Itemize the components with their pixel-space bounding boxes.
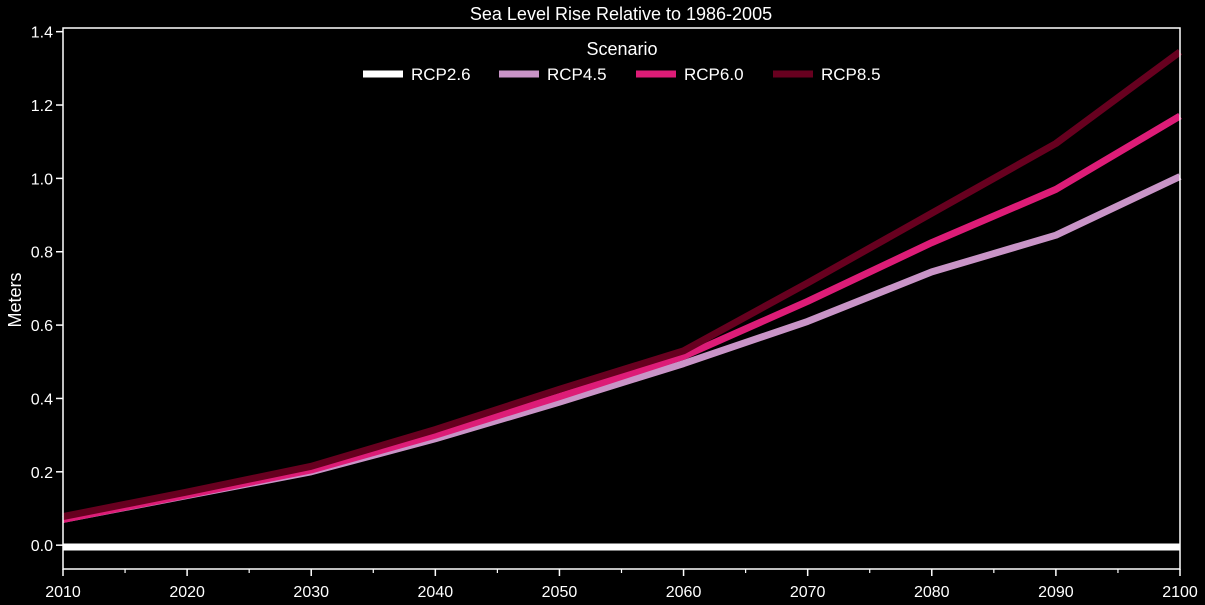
x-tick-label: 2030 [293,584,329,601]
series-layer [62,48,1183,551]
legend-label: RCP2.6 [411,65,471,84]
x-tick-label: 2040 [418,584,454,601]
x-tick-label: 2070 [790,584,826,601]
plot-frame [62,27,1181,570]
chart-title: Sea Level Rise Relative to 1986-2005 [470,4,772,24]
legend-items: RCP2.6 RCP4.5 RCP6.0 RCP8.5 [363,65,881,84]
y-tick-label: 1.2 [31,98,53,115]
legend: Scenario RCP2.6 RCP4.5 RCP6.0 RCP8.5 [363,39,881,84]
series-line-rcp6-0 [62,112,1182,523]
x-tick-label: 2010 [45,584,81,601]
y-tick-label: 0.2 [31,465,53,482]
x-tick-label: 2050 [542,584,578,601]
y-tick-label: 1.4 [31,25,53,42]
x-tick-label: 2100 [1162,584,1198,601]
y-tick-label: 0.4 [31,391,53,408]
legend-label: RCP8.5 [821,65,881,84]
y-tick-label: 0.8 [31,245,53,262]
x-axis: 2010 2020 2030 2040 2050 2060 2070 2080 2090 2100 [45,569,1198,601]
legend-label: RCP6.0 [684,65,744,84]
y-axis: 0.0 0.2 0.4 0.6 0.8 1.0 1.2 1.4 [31,25,63,555]
y-tick-label: 0.0 [31,538,53,555]
y-axis-label: Meters [5,272,25,327]
series-line-rcp8-5 [62,48,1183,521]
legend-label: RCP4.5 [547,65,607,84]
legend-title: Scenario [586,39,657,59]
series-line-rcp4-5 [62,173,1182,523]
y-tick-label: 0.6 [31,318,53,335]
x-tick-label: 2020 [169,584,205,601]
x-tick-label: 2080 [914,584,950,601]
x-tick-label: 2090 [1038,584,1074,601]
y-tick-label: 1.0 [31,171,53,188]
x-tick-label: 2060 [666,584,702,601]
